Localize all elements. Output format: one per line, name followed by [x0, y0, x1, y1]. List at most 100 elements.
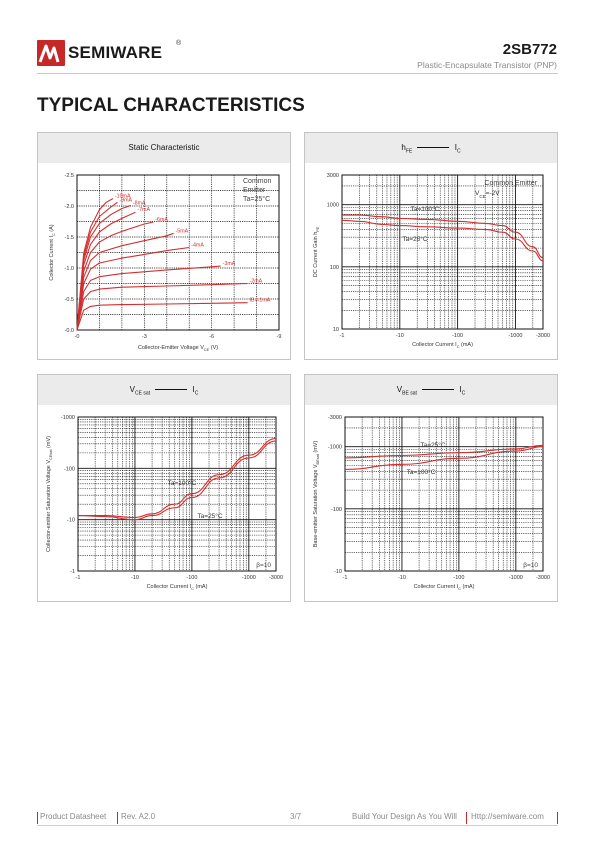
footer-separator	[466, 812, 467, 824]
y-tick-label: -1.0	[65, 266, 74, 272]
plot-frame	[341, 174, 544, 330]
x-tick-label: -3	[142, 334, 147, 340]
y-tick-label: 100	[330, 265, 339, 271]
title-dash	[417, 147, 450, 149]
title-vs-sub: C	[194, 390, 199, 397]
title-main: V	[396, 385, 403, 394]
y-axis-label: Base-emitter Saturation Voltage VBEsat (…	[313, 441, 320, 548]
y-tick-label: -2.0	[65, 204, 74, 210]
y-tick-label: 10	[333, 327, 339, 333]
curve-label: Ta=100°C	[168, 479, 197, 487]
y-tick-label: -0.0	[65, 328, 74, 334]
vbesat-panel: VBE sat IC -1 -10 -100 -1000 -3000 -10 -100 -10…	[304, 374, 558, 602]
curve-label: Ta=100°C	[411, 205, 440, 213]
curve-label: -2mA	[250, 279, 263, 285]
title-main: h	[401, 143, 406, 152]
curve-ib	[76, 282, 248, 331]
static-characteristic-panel: Static Characteristic -0 -3 -6 -9 -0.0 -0.5 -1…	[37, 132, 291, 360]
vbesat-chart: -1 -10 -100 -1000 -3000-10-100-1000-3000Coll…	[313, 415, 550, 591]
title-dash	[155, 389, 188, 391]
plot-frame	[77, 416, 277, 572]
title-sub: CE sat	[135, 390, 151, 397]
y-tick-label: -3000	[328, 415, 342, 421]
panel-title: Static Characteristic	[38, 133, 290, 163]
registered-mark: ®	[176, 40, 182, 47]
curve-vbesat	[344, 446, 544, 470]
panel-title: hFE IC	[305, 133, 557, 163]
x-tick-label: -0	[75, 334, 80, 340]
y-tick-label: -100	[64, 466, 75, 472]
curve-ib	[76, 198, 114, 331]
y-tick-label: -1000	[61, 415, 75, 421]
panel-title: VCE sat IC	[38, 375, 290, 405]
curve-label: -4mA	[191, 243, 204, 249]
title-dash	[422, 389, 455, 391]
y-tick-label: -1	[70, 569, 75, 575]
hfe-panel: hFE IC -1 -10 -100 -1000 -3000 10 100 1000 3000 C…	[304, 132, 558, 360]
x-tick-label: -10	[398, 575, 406, 581]
x-tick-label: -1000	[509, 575, 523, 581]
title-vs: I	[459, 385, 462, 394]
header-divider	[37, 73, 558, 74]
x-tick-label: -100	[453, 575, 464, 581]
title-vs: I	[192, 385, 195, 394]
curve-label: -7mA	[137, 207, 150, 213]
plot-frame	[76, 174, 280, 331]
condition-note: Common	[243, 178, 272, 185]
x-tick-label: -100	[186, 575, 197, 581]
semiware-logo	[37, 40, 65, 66]
title-vs-sub: C	[456, 148, 461, 155]
condition-note: Common Emitter	[484, 180, 537, 187]
title-sub: FE	[405, 148, 413, 155]
curve-hfe	[341, 214, 544, 259]
footer-url[interactable]: Http://semiware.com	[471, 812, 544, 821]
x-tick-label: -3000	[536, 575, 550, 581]
x-tick-label: -1	[76, 575, 81, 581]
y-axis-label: DC Current Gain hFE	[313, 226, 320, 277]
x-tick-label: -6	[209, 334, 214, 340]
y-tick-label: -10	[67, 518, 75, 524]
curve-ib	[76, 302, 248, 331]
footer-doc-type: Product Datasheet	[40, 812, 107, 821]
beta-note: β=10	[523, 562, 538, 569]
x-tick-label: -3000	[269, 575, 283, 581]
curve-ib	[76, 246, 190, 331]
footer-divider	[37, 825, 558, 826]
y-tick-label: 3000	[327, 173, 339, 179]
curve-vbesat	[344, 444, 544, 459]
footer-page-number: 3/7	[290, 812, 302, 821]
curve-label: Ta=25°C	[420, 441, 445, 449]
y-tick-label: 1000	[327, 203, 339, 209]
footer-accent-left	[37, 812, 38, 824]
static-characteristic-chart: -0 -3 -6 -9 -0.0 -0.5 -1.0 -1.5 -2.0 -2.5 Collecto…	[49, 173, 282, 352]
curve-label: Ta=100°C	[407, 468, 436, 476]
curve-label: -6mA	[155, 217, 168, 223]
title-vs: I	[454, 143, 457, 152]
x-tick-label: -10	[131, 575, 139, 581]
x-axis-label: Collector Current IC (mA)	[414, 584, 475, 591]
x-axis-label: Collector Current IC (mA)	[412, 342, 473, 349]
y-tick-label: -1.5	[65, 235, 74, 241]
curve-label: Ta=25°C	[402, 235, 427, 243]
footer-slogan: Build Your Design As You Will	[352, 812, 457, 821]
panel-title: VBE sat IC	[305, 375, 557, 405]
x-axis-label: Collector Current IC (mA)	[147, 584, 208, 591]
x-axis-label: Collector-Emitter Voltage VCE (V)	[138, 345, 218, 352]
title-sub: BE sat	[402, 390, 417, 397]
x-tick-label: -10	[396, 333, 404, 339]
curve-label: IB=-1mA	[250, 298, 271, 304]
x-tick-label: -100	[452, 333, 463, 339]
x-tick-label: -1	[343, 575, 348, 581]
curve-label: -3mA	[223, 261, 236, 267]
page-title: TYPICAL CHARACTERISTICS	[37, 95, 305, 116]
hfe-chart: -1 -10 -100 -1000 -3000 10 100 1000 3000 Collecto…	[313, 173, 550, 349]
condition-note: VCE=-2V	[475, 190, 500, 199]
vcesat-chart: -1 -10 -100 -1000 -3000 -1 -10 -100 -1000 Collect…	[46, 415, 283, 591]
curve-label: -9mA	[119, 197, 132, 203]
x-tick-label: -9	[277, 334, 282, 340]
y-axis-label: Collector-emitter Saturation Voltage VCE…	[46, 436, 53, 552]
x-tick-label: -1000	[242, 575, 256, 581]
curve-vcesat	[77, 440, 277, 521]
y-tick-label: -100	[331, 507, 342, 513]
curve-label: -8mA	[133, 200, 146, 206]
